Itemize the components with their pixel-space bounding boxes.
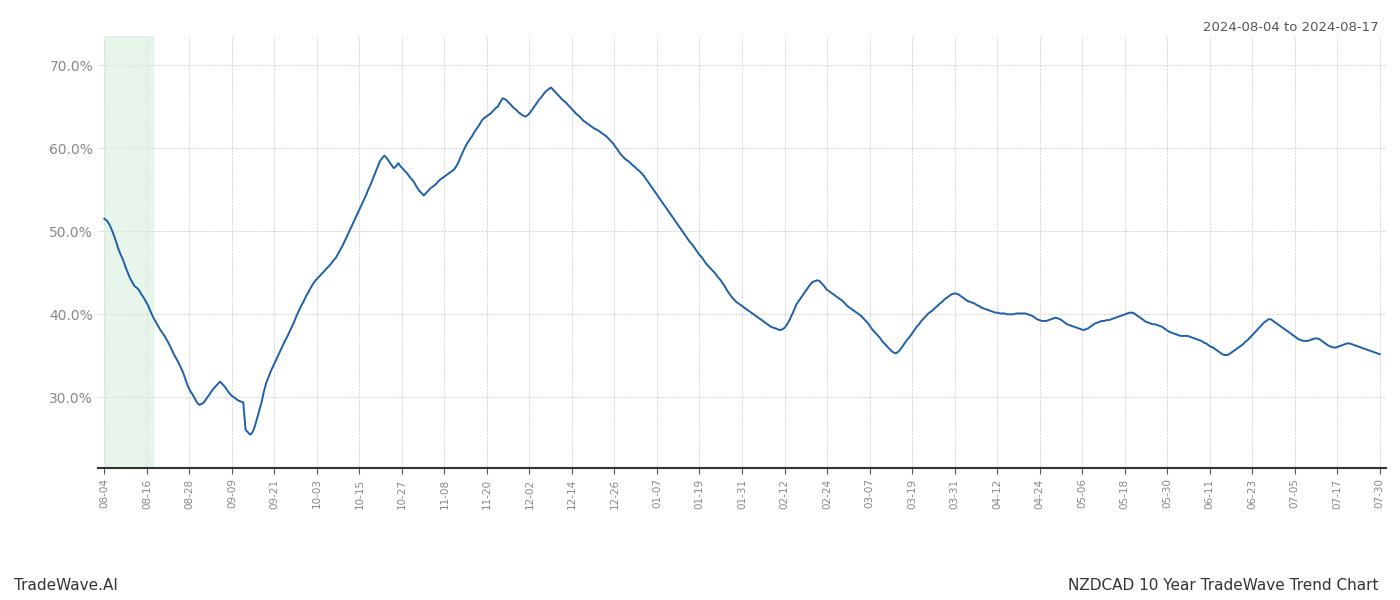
Text: NZDCAD 10 Year TradeWave Trend Chart: NZDCAD 10 Year TradeWave Trend Chart	[1068, 578, 1379, 593]
Bar	[105, 36, 153, 468]
Text: 2024-08-04 to 2024-08-17: 2024-08-04 to 2024-08-17	[1204, 21, 1379, 34]
Text: TradeWave.AI: TradeWave.AI	[14, 578, 118, 593]
